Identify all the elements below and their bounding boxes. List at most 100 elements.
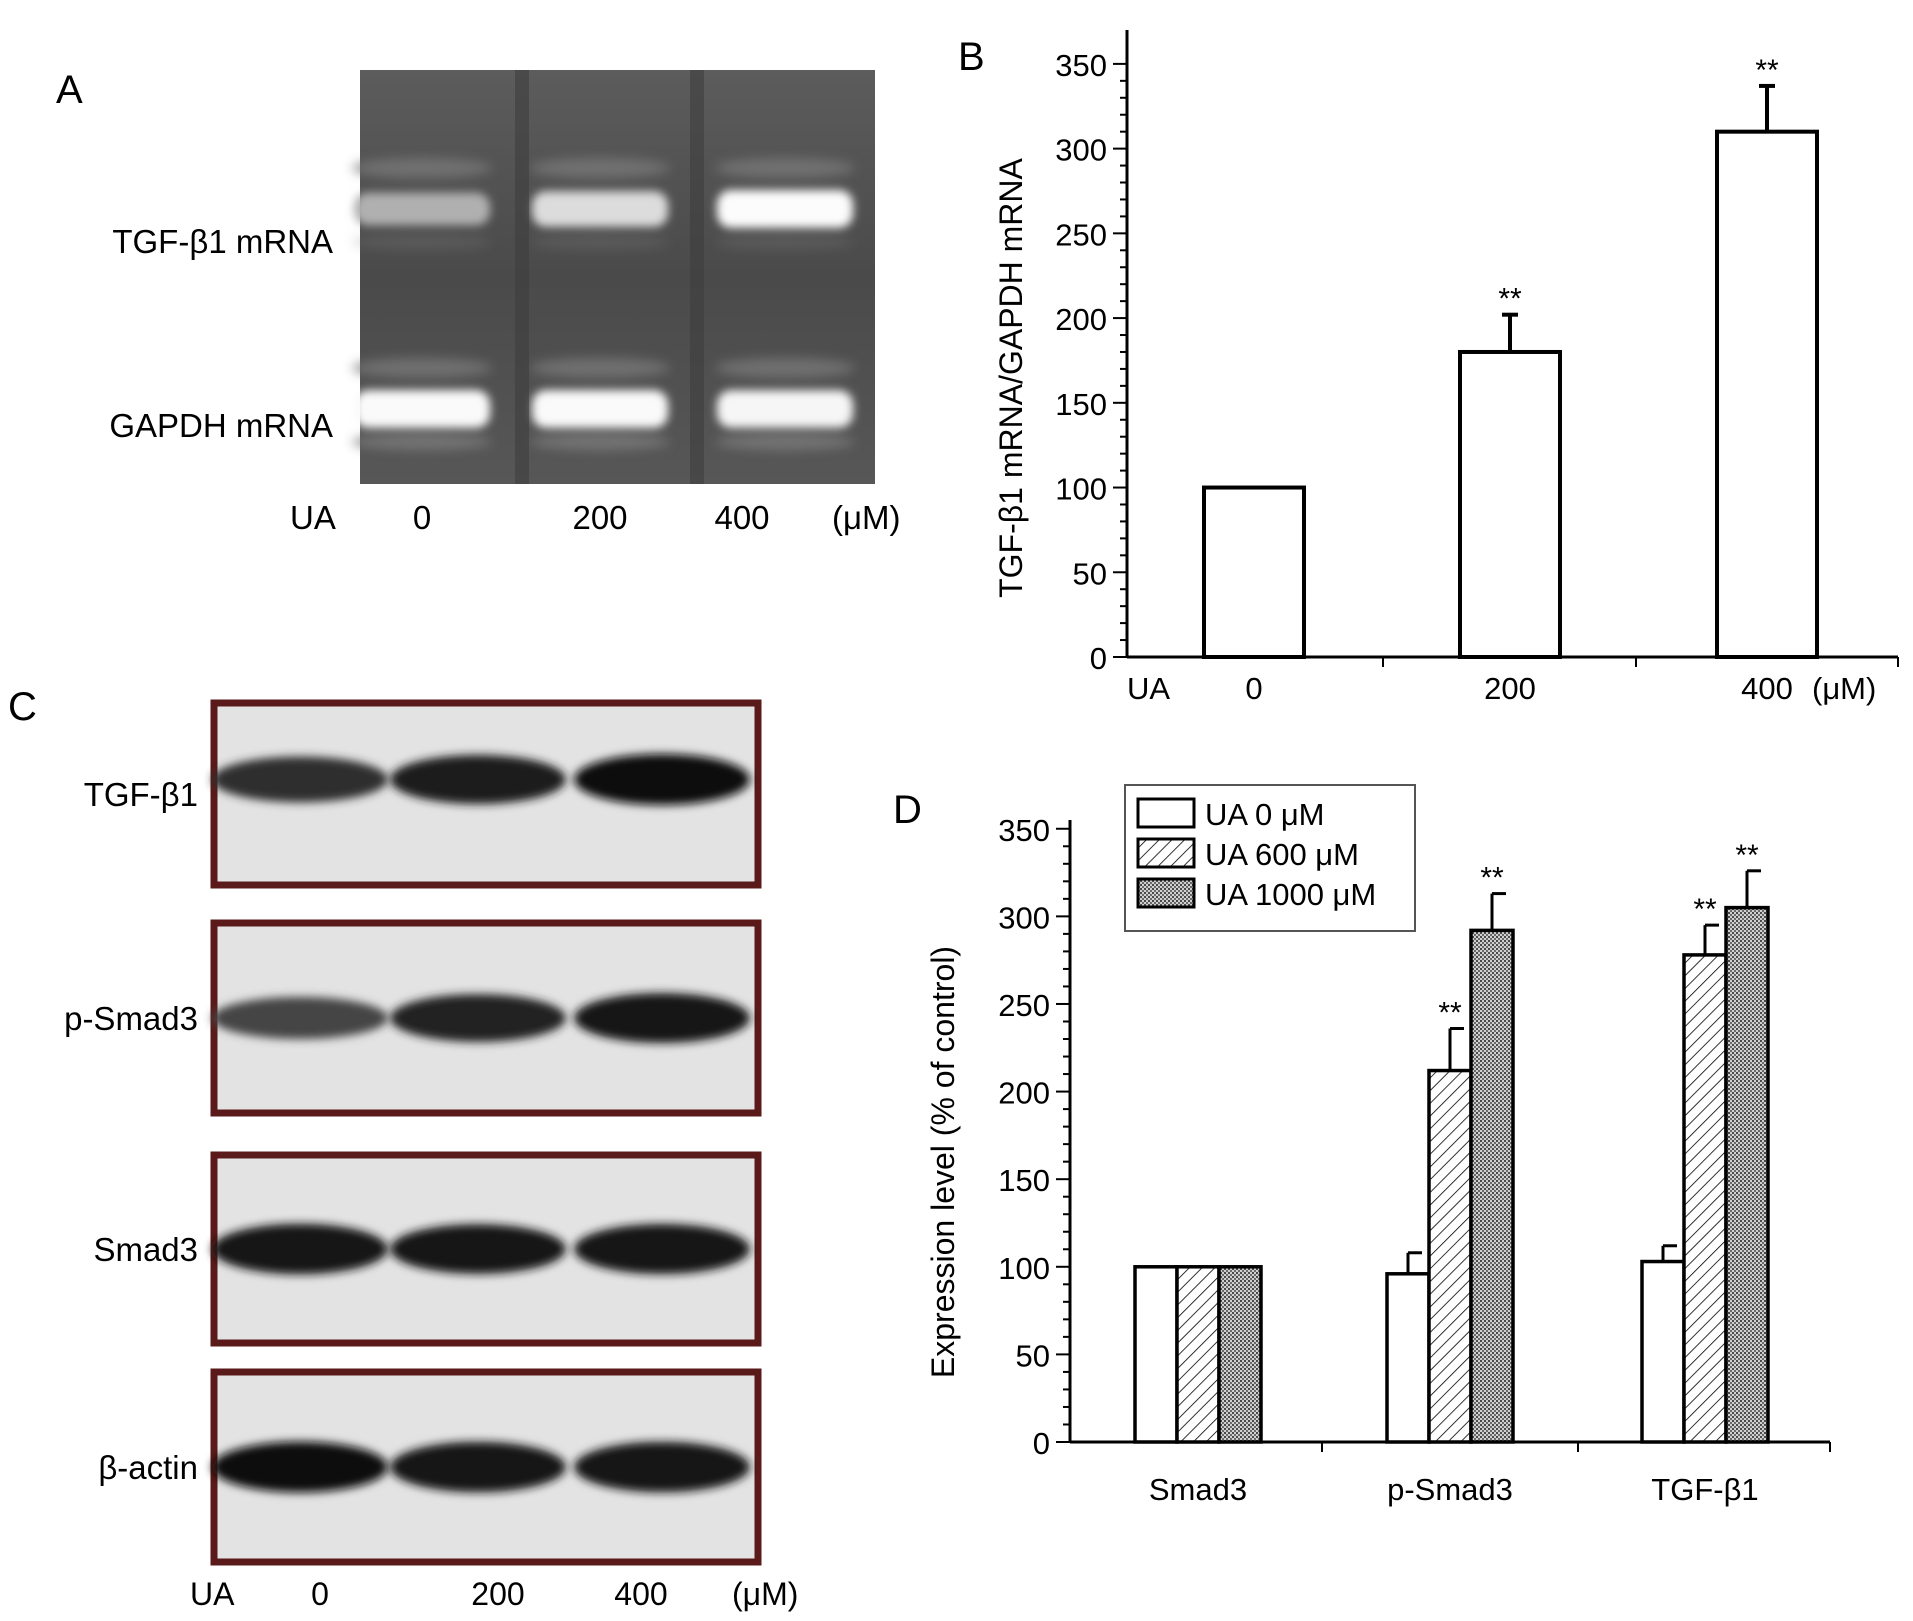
gel-band [354,192,490,226]
blot-label: Smad3 [93,1231,198,1268]
blot-label: TGF-β1 [84,776,198,813]
blot-dose-400: 400 [614,1576,667,1612]
bar [1724,905,1770,1444]
blot-band [212,1441,388,1493]
x-tick-label: 200 [1484,671,1536,706]
panel-c: C TGF-β1 p-Smad3 Smad3 β-actin UA 0 200 400… [8,685,798,1612]
gel-dose-0: 0 [413,499,431,536]
blot-band [212,756,388,803]
bar [1469,928,1515,1444]
blot-band [390,994,566,1042]
y-tick-label: 200 [1055,302,1107,337]
x-tick-label: Smad3 [1149,1472,1247,1507]
significance-label: ** [1755,54,1779,87]
blot-band [574,1441,750,1493]
legend-label: UA 0 μM [1205,797,1325,832]
chart-d: 0 50 100 150 200 250 300 350 Smad3 ** ** p-Smad3 ** *… [998,784,1831,1507]
gel-smear [715,158,855,178]
bar [1202,485,1306,659]
bar [1217,1265,1263,1444]
blot-ua-label: UA [190,1576,235,1612]
y-tick-label: 350 [1055,48,1107,83]
gel-band [717,390,853,428]
gel-smear [715,434,855,450]
gel-lane-gap [515,70,529,484]
gel-smear [352,434,492,450]
y-tick-label: 0 [1033,1426,1050,1461]
y-tick-label: 0 [1090,641,1107,676]
gel-lane-gap [690,70,704,484]
gel-band [354,390,490,428]
x-unit-label: (μM) [1812,671,1876,706]
x-tick-label: 400 [1741,671,1793,706]
panel-c-letter: C [8,685,37,729]
y-tick-label: 100 [998,1251,1050,1286]
panel-a-letter: A [56,68,83,112]
legend-swatch [1136,877,1196,909]
y-tick-label: 250 [1055,217,1107,252]
y-tick-label: 150 [1055,387,1107,422]
y-tick-label: 150 [998,1163,1050,1198]
gel-ua-label: UA [290,499,336,536]
y-tick-label: 300 [1055,133,1107,168]
bar [1640,1259,1686,1444]
gel-smear [530,358,670,378]
blot-label: β-actin [98,1449,198,1486]
gel-smear [352,158,492,178]
legend-label: UA 1000 μM [1205,877,1376,912]
x-tick-label: 0 [1245,671,1262,706]
x-prefix-label: UA [1127,671,1170,706]
chart-d-ylabel: Expression level (% of control) [925,946,961,1378]
y-tick-label: 200 [998,1076,1050,1111]
x-tick-label: TGF-β1 [1651,1472,1758,1507]
legend-swatch [1136,837,1196,869]
gel-smear [530,434,670,450]
gel-row-label-gapdh: GAPDH mRNA [109,407,333,444]
gel-smear [530,158,670,178]
gel-smear [352,358,492,378]
bar [1385,1272,1431,1444]
blot-dose-200: 200 [471,1576,524,1612]
blot-band [212,996,388,1040]
significance-label: ** [1498,283,1522,316]
blot-dose-0: 0 [311,1576,329,1612]
blot-label: p-Smad3 [64,1000,198,1037]
gel-band [532,191,668,227]
panel-d: D Expression level (% of control) 0 50 100… [893,784,1831,1507]
bar [1458,349,1562,659]
blot-band [390,754,566,805]
bar [1133,1265,1179,1444]
y-tick-label: 250 [998,988,1050,1023]
significance-label: ** [1693,893,1717,926]
blot-band [390,1224,566,1274]
chart-b-ylabel: TGF-β1 mRNA/GAPDH mRNA [993,157,1029,597]
x-tick-label: p-Smad3 [1387,1472,1513,1507]
significance-label: ** [1480,862,1504,895]
panel-d-letter: D [893,788,922,832]
y-tick-label: 50 [1016,1338,1050,1373]
blot-unit: (μM) [732,1576,798,1612]
blot-band [574,753,750,806]
legend-label: UA 600 μM [1205,837,1359,872]
western-blots: TGF-β1 p-Smad3 Smad3 β-actin [64,699,762,1566]
bar [1715,129,1819,660]
panel-b: B TGF-β1 mRNA/GAPDH mRNA 0 50 100 150 200 250… [958,30,1899,706]
blot-band [574,992,750,1044]
gel-row-label-tgfb1: TGF-β1 mRNA [112,223,333,260]
gel-dose-400: 400 [714,499,769,536]
blot-band [574,1223,750,1275]
bar [1175,1265,1221,1444]
gel-unit: (μM) [832,499,900,536]
y-tick-label: 100 [1055,472,1107,507]
blot-band [390,1441,566,1493]
gel-bands [352,70,855,484]
y-tick-label: 300 [998,900,1050,935]
y-tick-label: 350 [998,813,1050,848]
gel-band [717,190,853,228]
bar [1682,953,1728,1444]
blot-band [212,1223,388,1275]
y-tick-label: 50 [1073,556,1107,591]
gel-smear [530,234,670,250]
gel-smear [715,358,855,378]
